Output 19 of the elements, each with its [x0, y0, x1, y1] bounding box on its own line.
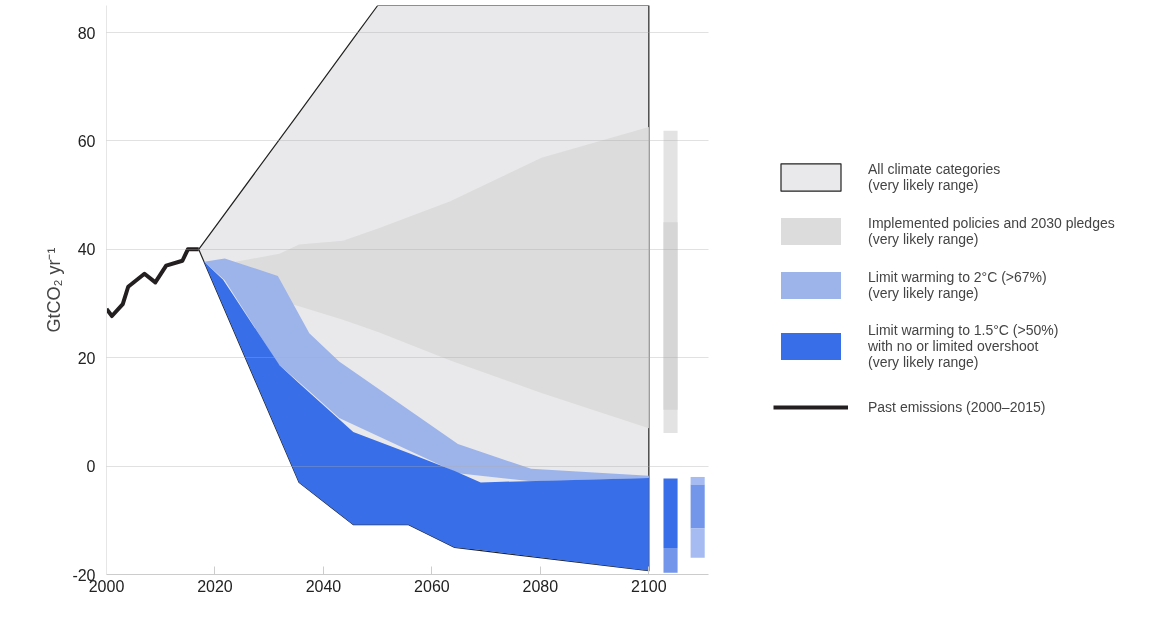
legend-label: Limit warming to 2°C (>67%) (very likely range) [868, 269, 1047, 301]
x-tick-label: 2020 [197, 577, 233, 595]
x-tick-label: 2060 [414, 577, 450, 595]
bar [663, 478, 678, 548]
bar [663, 222, 678, 410]
y-tick-label: 20 [77, 349, 96, 367]
y-tick-label: 80 [77, 24, 96, 42]
legend-label: All climate categories (very likely range) [868, 161, 1001, 193]
bar [663, 547, 678, 573]
y-tick-label: 60 [77, 132, 96, 150]
legend-label: Limit warming to 1.5°C (>50%) with no or limited overshoot (very likely range) [868, 322, 1059, 370]
x-tick-label: 2040 [305, 577, 342, 595]
x-tick-label: 2100 [631, 577, 667, 595]
x-tick-label: 2080 [522, 577, 559, 595]
legend-label: Implemented policies and 2030 pledges (very likely range) [868, 215, 1115, 247]
y-tick-label: 0 [86, 458, 96, 476]
text: Past emissions (2000–2015) [868, 399, 1046, 415]
y-axis-title: GtCO₂ yr⁻¹ [44, 247, 65, 333]
y-tick-label: 40 [77, 241, 96, 259]
